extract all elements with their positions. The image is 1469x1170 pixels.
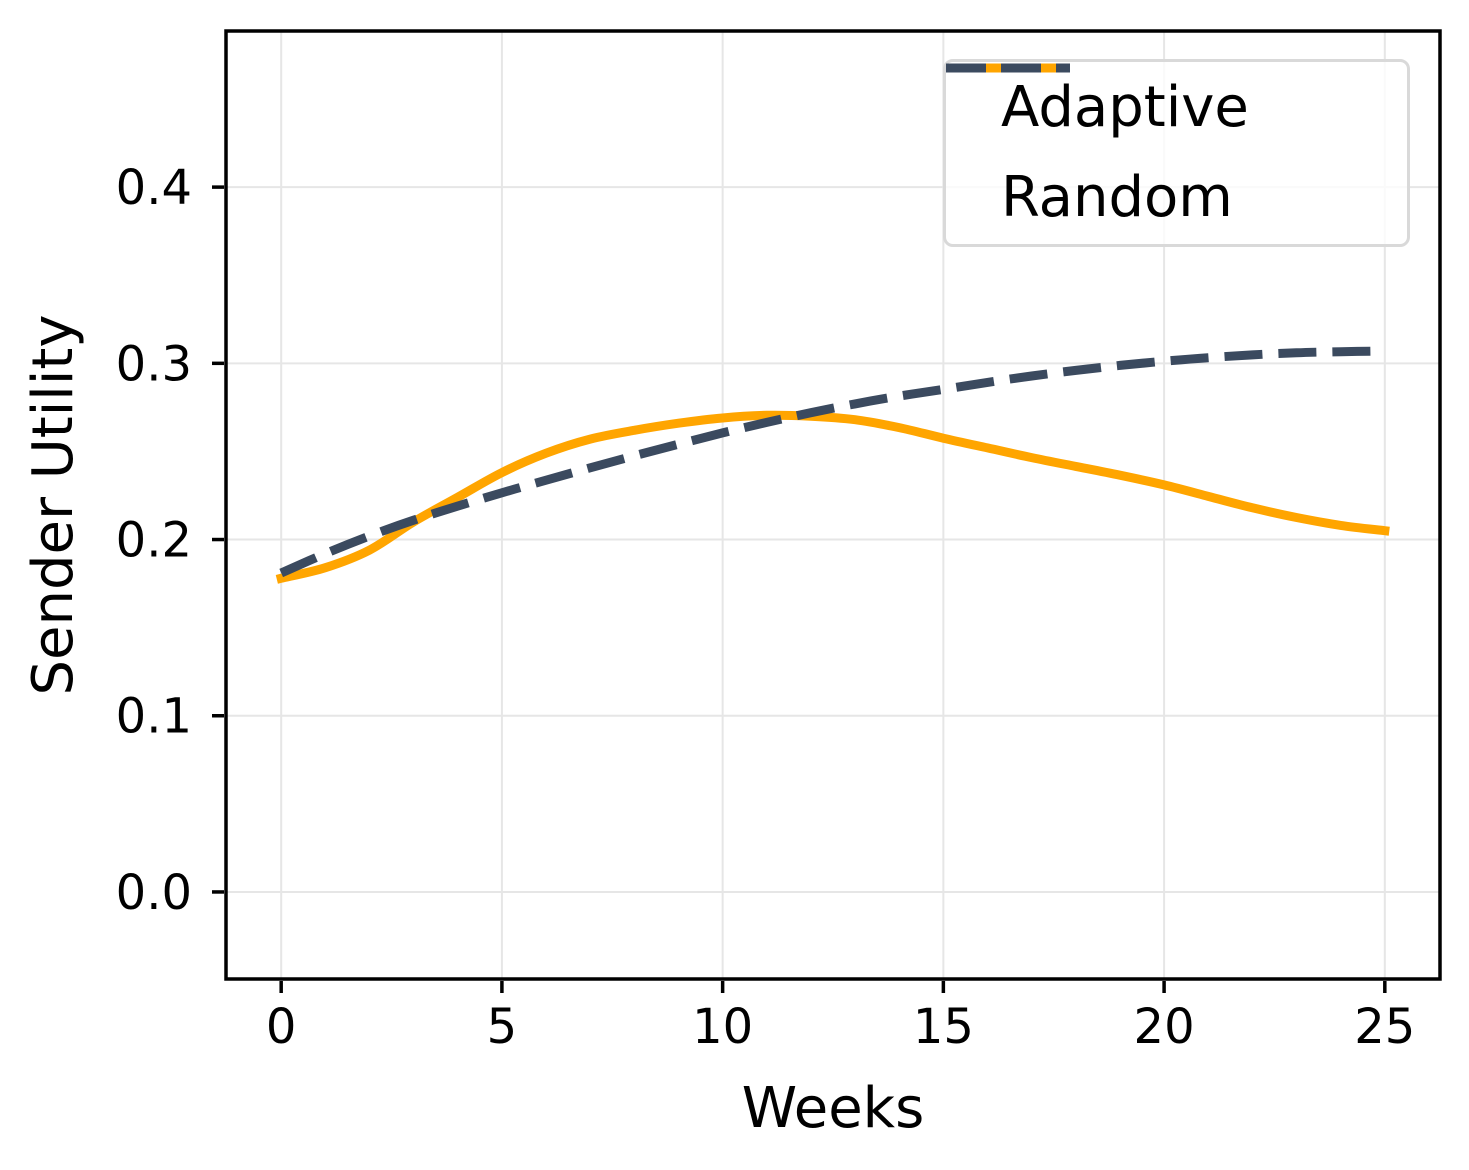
legend-item-random: Random bbox=[946, 63, 1407, 241]
legend-label-random: Random bbox=[1001, 164, 1233, 230]
y-tick-label: 0.2 bbox=[116, 513, 192, 569]
x-tick-label: 15 bbox=[913, 999, 974, 1055]
y-tick-label: 0.3 bbox=[116, 336, 192, 392]
legend-item-adaptive: Adaptive bbox=[946, 63, 1407, 151]
y-axis-title: Sender Utility bbox=[21, 314, 86, 695]
x-tick-label: 25 bbox=[1354, 999, 1415, 1055]
x-axis-title: Weeks bbox=[742, 1076, 925, 1141]
series-layer bbox=[275, 346, 1390, 584]
y-tick-label: 0.4 bbox=[116, 160, 192, 216]
plot-border bbox=[224, 29, 1442, 981]
x-tick-label: 0 bbox=[266, 999, 297, 1055]
series-line-adaptive bbox=[275, 410, 1390, 584]
x-tick-label: 10 bbox=[692, 999, 753, 1055]
series-line-random bbox=[279, 346, 1385, 578]
legend: Adaptive Random bbox=[943, 59, 1410, 247]
legend-label-adaptive: Adaptive bbox=[1001, 75, 1249, 141]
x-tick-label: 5 bbox=[487, 999, 518, 1055]
axes-layer: 0 5 10 15 20 25 0.0 0.1 0.2 0.3 0.4 bbox=[116, 29, 1442, 1055]
y-tick-label: 0.1 bbox=[116, 689, 192, 745]
x-tick-label: 20 bbox=[1134, 999, 1195, 1055]
y-tick-label: 0.0 bbox=[116, 865, 192, 921]
random-line-sample-icon bbox=[946, 63, 1070, 73]
